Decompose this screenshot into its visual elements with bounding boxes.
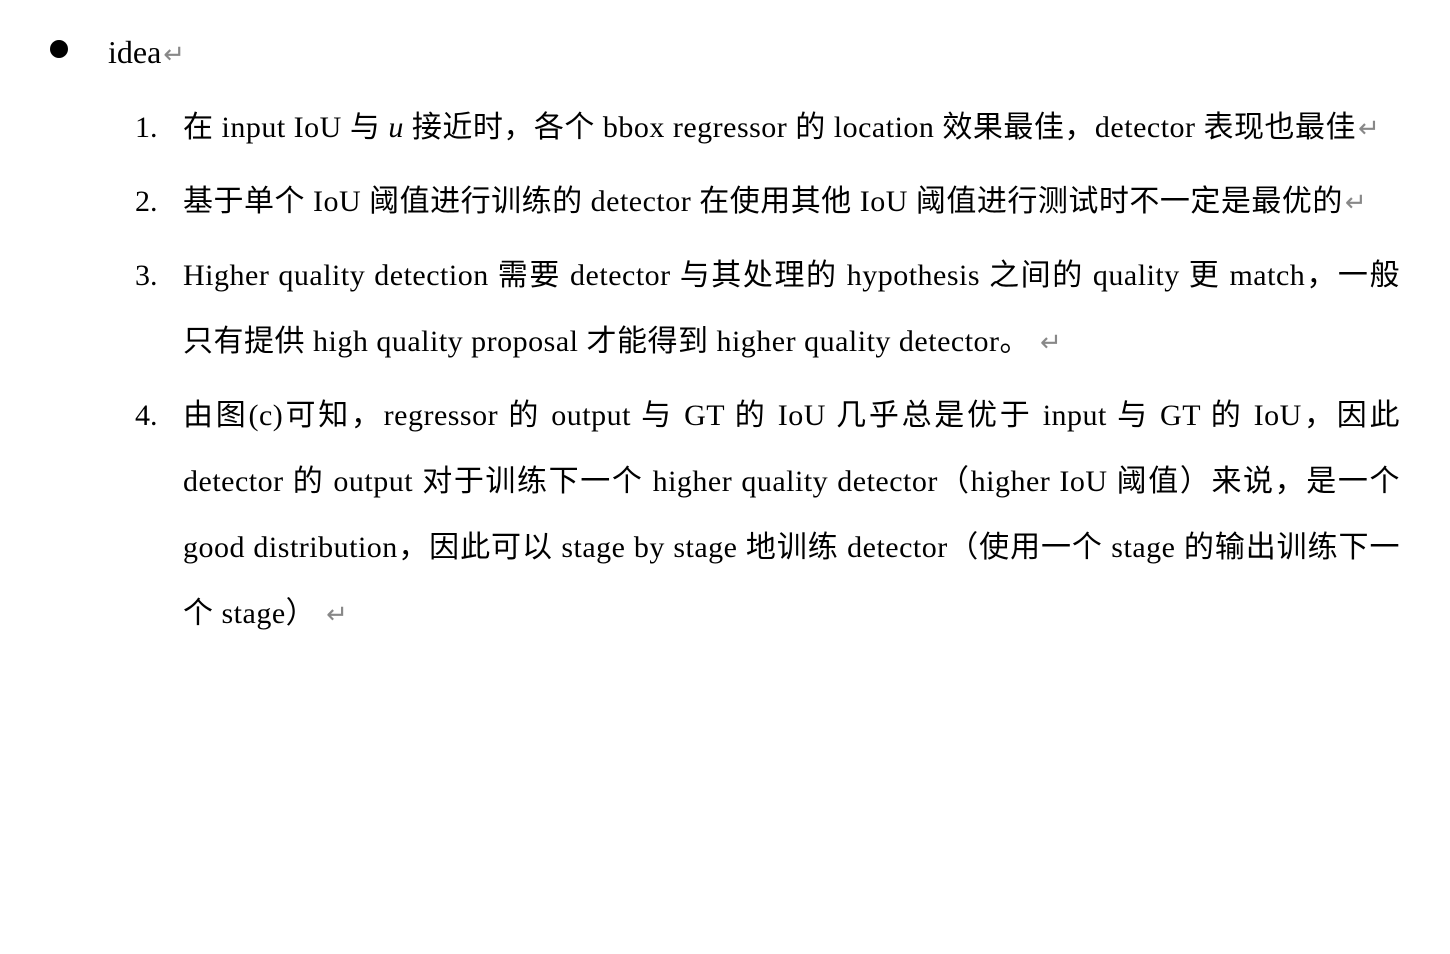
ordered-list: 1. 在 input IoU 与 u 接近时，各个 bbox regressor…: [135, 95, 1400, 647]
return-mark-icon: ↵: [163, 40, 185, 69]
bullet-heading: idea↵: [50, 30, 1400, 75]
return-mark-icon: ↵: [1040, 328, 1062, 357]
return-mark-icon: ↵: [326, 600, 348, 629]
list-content: 由图(c)可知，regressor 的 output 与 GT 的 IoU 几乎…: [183, 383, 1400, 647]
text-part: 接近时，各个 bbox regressor 的 location 效果最佳，de…: [412, 111, 1356, 144]
list-item: 3. Higher quality detection 需要 detector …: [135, 243, 1400, 375]
list-number: 2.: [135, 169, 183, 235]
list-item: 4. 由图(c)可知，regressor 的 output 与 GT 的 IoU…: [135, 383, 1400, 647]
bullet-label-wrapper: idea↵: [108, 30, 185, 75]
text-part: 在 input IoU 与: [183, 111, 380, 144]
return-mark-icon: ↵: [1345, 188, 1367, 217]
list-content: Higher quality detection 需要 detector 与其处…: [183, 243, 1400, 375]
list-number: 3.: [135, 243, 183, 309]
text-body: 由图(c)可知，regressor 的 output 与 GT 的 IoU 几乎…: [183, 399, 1400, 630]
bullet-circle-icon: [50, 40, 68, 58]
list-item: 2. 基于单个 IoU 阈值进行训练的 detector 在使用其他 IoU 阈…: [135, 169, 1400, 235]
list-content: 在 input IoU 与 u 接近时，各个 bbox regressor 的 …: [183, 95, 1400, 161]
text-body: 基于单个 IoU 阈值进行训练的 detector 在使用其他 IoU 阈值进行…: [183, 185, 1343, 218]
list-number: 1.: [135, 95, 183, 161]
list-content: 基于单个 IoU 阈值进行训练的 detector 在使用其他 IoU 阈值进行…: [183, 169, 1400, 235]
text-body: Higher quality detection 需要 detector 与其处…: [183, 259, 1400, 358]
bullet-label: idea: [108, 34, 161, 70]
italic-variable: u: [380, 111, 412, 144]
return-mark-icon: ↵: [1358, 114, 1380, 143]
list-item: 1. 在 input IoU 与 u 接近时，各个 bbox regressor…: [135, 95, 1400, 161]
list-number: 4.: [135, 383, 183, 449]
